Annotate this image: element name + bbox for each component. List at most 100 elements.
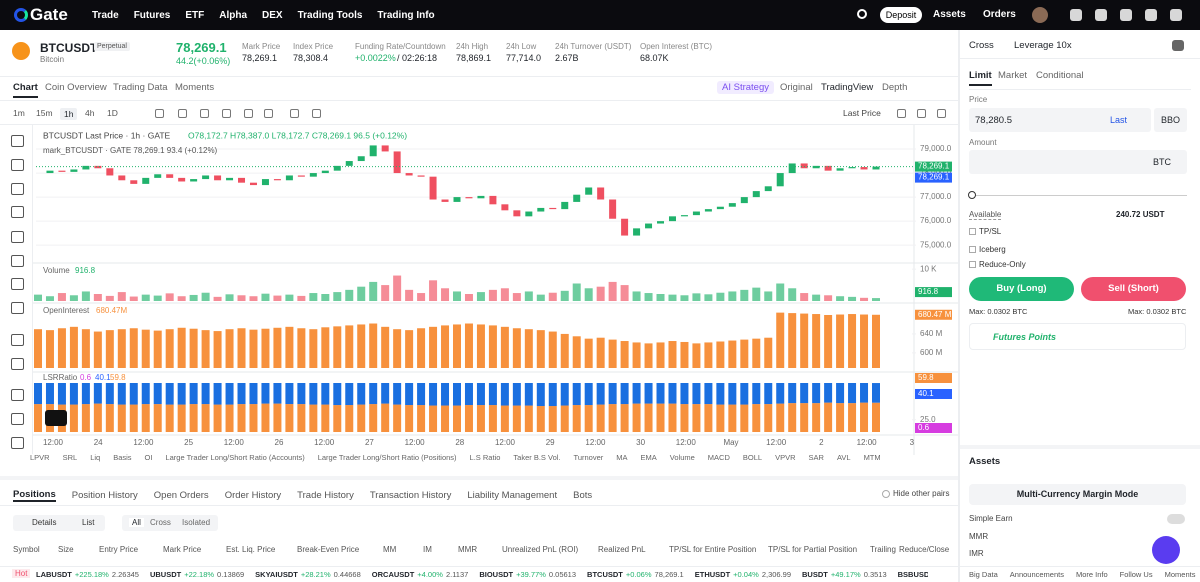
interval[interactable]: 1m (13, 108, 25, 118)
last-button[interactable]: Last (1110, 115, 1128, 125)
drawing-tool[interactable] (11, 159, 24, 171)
indicator[interactable]: Large Trader Long/Short Ratio (Positions… (317, 452, 457, 462)
footer-link[interactable]: More Info (1075, 569, 1108, 579)
indicator[interactable]: Turnover (573, 452, 604, 462)
indicator[interactable]: Volume (669, 452, 695, 462)
filter-option[interactable]: Cross (150, 518, 171, 527)
header-icon[interactable] (1120, 9, 1132, 21)
indicator[interactable]: Liq (90, 452, 101, 462)
header-icon[interactable] (1145, 9, 1157, 21)
drawing-tool[interactable] (11, 231, 24, 243)
hot-ticker[interactable]: SKYAIUSDT +28.21% 0.44668 (255, 570, 361, 579)
drawing-tool[interactable] (11, 255, 24, 267)
hot-ticker[interactable]: LABUSDT +225.18% 2.26345 (36, 570, 139, 579)
view-tab[interactable]: Depth (882, 82, 908, 93)
view-tab[interactable]: TradingView (821, 82, 874, 93)
nav-item[interactable]: Alpha (219, 9, 248, 21)
chart-tab[interactable]: Trading Data (113, 82, 168, 93)
order-tab[interactable]: Conditional (1036, 70, 1084, 81)
indicator[interactable]: SAR (808, 452, 824, 462)
symbol[interactable]: BTCUSDT (40, 41, 98, 55)
slider-knob[interactable] (968, 191, 976, 199)
view-tab[interactable]: AI Strategy (717, 81, 774, 94)
indicator[interactable]: Basis (113, 452, 132, 462)
indicator[interactable]: MA (616, 452, 628, 462)
indicator[interactable]: AVL (836, 452, 851, 462)
view-option[interactable]: Details (32, 518, 57, 527)
header-icon[interactable] (1070, 9, 1082, 21)
interval[interactable]: 1h (60, 108, 78, 120)
hot-ticker[interactable]: BUSDT +49.17% 0.3513 (802, 570, 887, 579)
positions-tab[interactable]: Liability Management (467, 489, 558, 501)
footer-link[interactable]: Moments (1164, 569, 1196, 579)
toolbar-icon[interactable] (244, 109, 253, 118)
interval[interactable]: 1D (107, 108, 118, 118)
points-box[interactable] (969, 323, 1186, 350)
margin-mode[interactable]: Cross (969, 40, 994, 51)
toolbar-icon[interactable] (937, 109, 946, 118)
toolbar-icon[interactable] (200, 109, 209, 118)
indicator[interactable]: OI (144, 452, 153, 462)
drawing-tool[interactable] (11, 206, 24, 218)
deposit-button[interactable]: Deposit (880, 7, 922, 23)
order-tab[interactable]: Market (998, 70, 1028, 81)
chart-tab[interactable]: Coin Overview (45, 82, 107, 93)
drawing-tool[interactable] (11, 278, 24, 290)
positions-tab[interactable]: Trade History (297, 489, 354, 501)
chart-tab[interactable]: Moments (175, 82, 215, 93)
support-chat[interactable] (1152, 536, 1180, 564)
interval[interactable]: 15m (36, 108, 53, 118)
indicator[interactable]: SRL (62, 452, 78, 462)
footer-link[interactable]: Big Data (969, 569, 998, 579)
positions-tab[interactable]: Open Orders (153, 489, 209, 501)
hot-ticker[interactable]: ETHUSDT +0.04% 2,306.99 (695, 570, 791, 579)
toolbar-icon[interactable] (222, 109, 231, 118)
bbo-button[interactable]: BBO (1154, 108, 1187, 132)
avatar[interactable] (1032, 7, 1048, 23)
indicator[interactable]: Taker B.S Vol. (513, 452, 561, 462)
nav-item[interactable]: Trading Info (377, 9, 435, 21)
drawing-tool[interactable] (11, 334, 24, 346)
search-icon[interactable] (857, 9, 867, 19)
indicator[interactable]: BOLL (742, 452, 763, 462)
nav-item[interactable]: DEX (262, 9, 283, 21)
drawing-tool[interactable] (11, 389, 24, 401)
indicator[interactable]: MACD (707, 452, 730, 462)
filter-option[interactable]: All (129, 518, 144, 527)
filter-option[interactable]: Isolated (182, 518, 211, 527)
positions-tab[interactable]: Bots (573, 489, 593, 501)
drawing-tool[interactable] (11, 437, 24, 449)
view-option[interactable]: List (82, 518, 95, 527)
leverage[interactable]: Leverage 10x (1014, 40, 1072, 51)
buy-button[interactable]: Buy (Long) (969, 277, 1074, 301)
price-mode[interactable]: Last Price (843, 108, 881, 118)
positions-tab[interactable]: Positions (13, 488, 56, 502)
amount-unit[interactable]: BTC (1153, 157, 1171, 167)
toggle[interactable] (1167, 514, 1185, 524)
toolbar-icon[interactable] (312, 109, 321, 118)
amount-input[interactable] (969, 150, 1187, 174)
positions-tab[interactable]: Transaction History (369, 489, 452, 501)
toolbar-icon[interactable] (917, 109, 926, 118)
drawing-tool[interactable] (11, 135, 24, 147)
view-tab[interactable]: Original (780, 82, 813, 93)
toolbar-icon[interactable] (264, 109, 273, 118)
nav-item[interactable]: Trading Tools (297, 9, 363, 21)
hot-ticker[interactable]: ORCAUSDT +4.00% 2.1137 (372, 570, 469, 579)
nav-item[interactable]: Futures (133, 9, 171, 21)
hot-ticker[interactable]: UBUSDT +22.18% 0.13869 (150, 570, 244, 579)
hot-ticker[interactable]: BTCUSDT +0.06% 78,269.1 (587, 570, 684, 579)
toolbar-icon[interactable] (155, 109, 164, 118)
nav-item[interactable]: ETF (185, 9, 205, 21)
indicator[interactable]: EMA (640, 452, 657, 462)
checkbox[interactable] (969, 246, 976, 253)
indicator[interactable]: LPVR (30, 452, 50, 462)
checkbox[interactable] (969, 228, 976, 235)
positions-tab[interactable]: Order History (224, 489, 282, 501)
hot-ticker[interactable]: BSBUSDT+14.8 (898, 570, 928, 579)
drawing-tool[interactable] (11, 302, 24, 314)
toolbar-icon[interactable] (897, 109, 906, 118)
hot-ticker[interactable]: BIOUSDT +39.77% 0.05613 (479, 570, 576, 579)
price-input[interactable] (969, 108, 1151, 132)
indicator[interactable]: VPVR (775, 452, 796, 462)
